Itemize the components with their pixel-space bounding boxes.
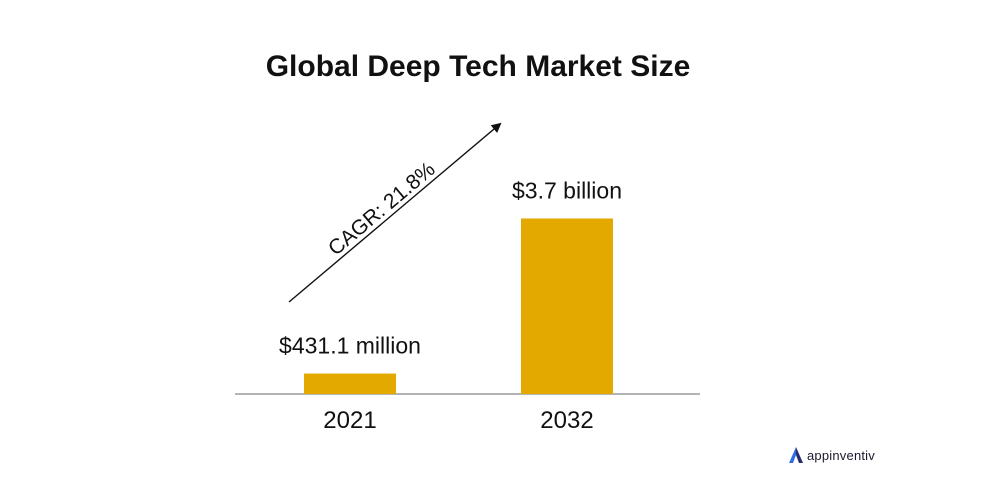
data-label-2032: $3.7 billion (512, 177, 622, 203)
bar-2032 (521, 218, 613, 394)
cagr-annotation: CAGR: 21.8% (324, 158, 440, 261)
cagr-arrow (288, 122, 502, 303)
brand-logo-text: appinventiv (807, 447, 875, 463)
bar-2021 (304, 373, 396, 394)
brand-logo: appinventiv (788, 446, 875, 464)
appinventiv-logo-icon (789, 447, 803, 463)
data-label-2021: $431.1 million (279, 333, 421, 359)
x-tick-label-2032: 2032 (540, 407, 593, 434)
chart-title: Global Deep Tech Market Size (266, 50, 691, 83)
x-tick-label-2021: 2021 (323, 407, 376, 434)
